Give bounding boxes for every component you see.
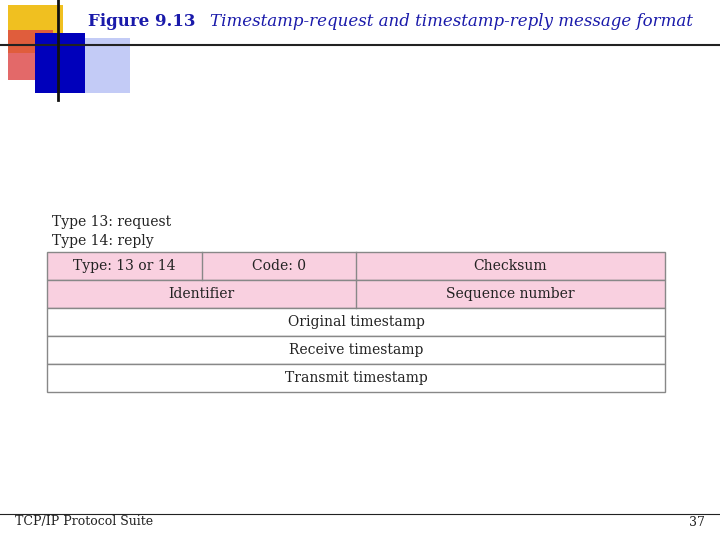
Text: Transmit timestamp: Transmit timestamp [284,371,428,385]
Text: 37: 37 [689,516,705,529]
Text: Original timestamp: Original timestamp [287,315,424,329]
Bar [85,38,130,93]
Text: Type 13: request
Type 14: reply: Type 13: request Type 14: reply [52,215,171,248]
Text: Type: 13 or 14: Type: 13 or 14 [73,259,176,273]
Bar [47,308,665,336]
Text: TCP/IP Protocol Suite: TCP/IP Protocol Suite [15,516,153,529]
Text: Identifier: Identifier [168,287,235,301]
Bar [47,336,665,364]
Bar [47,364,665,392]
Bar [47,252,665,280]
Bar [8,30,53,80]
Bar [47,280,665,308]
Bar [35,33,85,93]
Bar [8,5,63,53]
Text: Receive timestamp: Receive timestamp [289,343,423,357]
Text: Code: 0: Code: 0 [252,259,306,273]
Text: Timestamp-request and timestamp-reply message format: Timestamp-request and timestamp-reply me… [210,14,693,30]
Text: Sequence number: Sequence number [446,287,575,301]
Text: Checksum: Checksum [474,259,547,273]
Text: Figure 9.13: Figure 9.13 [88,14,196,30]
